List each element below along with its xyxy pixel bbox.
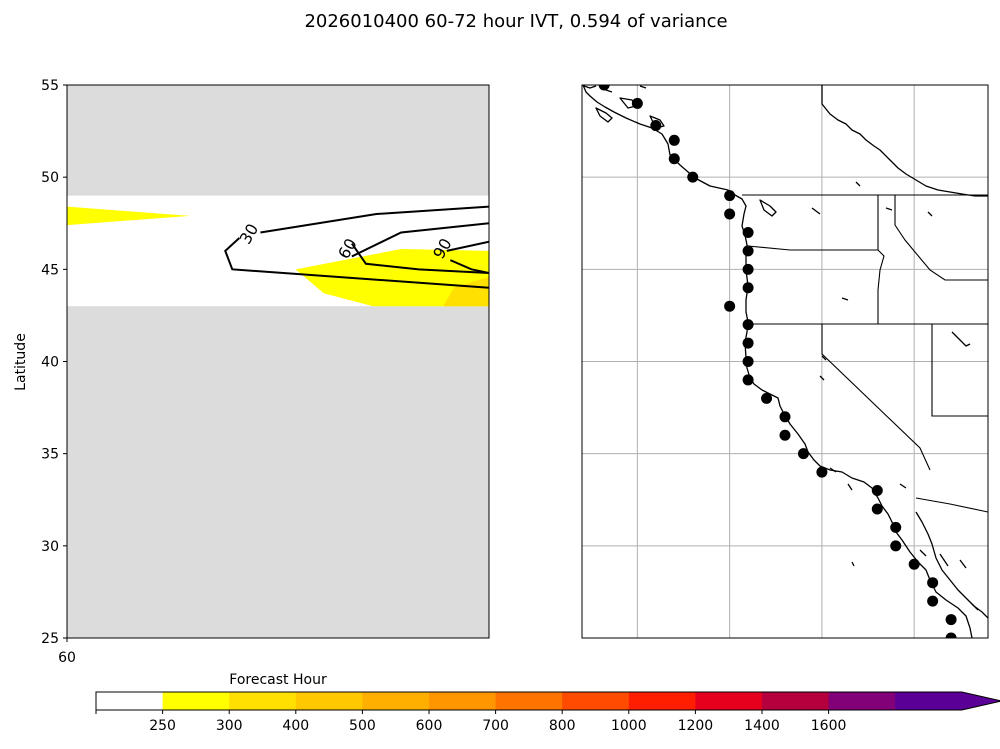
point-marker [871,503,883,515]
filled-region-2 [443,276,489,307]
point-marker [816,466,828,478]
colorbar-tick-label: 1200 [678,718,714,734]
colorbar-tick-label: 1400 [744,718,780,734]
point-marker [945,632,957,638]
point-marker [650,120,662,132]
colorbar-cell-12 [895,692,963,710]
figure-title: 2026010400 60-72 hour IVT, 0.594 of vari… [304,11,727,32]
colorbar-cell-5 [429,692,497,710]
no-data-background [67,85,489,638]
y-tick-label: 50 [41,170,59,186]
map-gridlines [582,85,988,638]
point-marker [927,577,939,589]
point-marker [724,300,736,312]
coastline-islands [583,85,979,611]
colorbar-cell-11 [828,692,896,710]
point-marker [761,392,773,404]
colorbar-tick-label: 500 [349,718,376,734]
point-marker [724,190,736,202]
state-borders [742,194,988,513]
y-tick-label: 45 [41,262,59,278]
point-marker [631,97,643,109]
colorbar-ticks: 250 300 400 500 600 700 800 1000 1200 1400 1600 [95,710,847,734]
point-marker [890,540,902,552]
y-tick-label: 55 [41,78,59,94]
contour-line-0 [260,205,489,234]
map-frame [581,84,989,639]
point-marker [779,411,791,423]
point-marker [742,263,754,275]
colorbar-extend-arrow [961,692,1000,710]
filled-contours [67,206,489,307]
colorbar-cell-6 [495,692,563,710]
y-axis-label: Latitude [13,333,29,391]
point-markers [598,85,957,638]
contour-line-2 [351,222,489,258]
colorbar-tick-label: 800 [549,718,576,734]
x-tick-label: 60 [58,650,76,666]
point-marker [890,521,902,533]
left-x-ticks: 60 [58,638,76,666]
point-marker [598,85,610,91]
filled-region-1 [295,249,489,307]
point-marker [668,153,680,165]
contour-line-3 [351,242,489,275]
y-tick-label: 35 [41,447,59,463]
point-marker [742,245,754,257]
colorbar-cell-8 [628,692,696,710]
colorbar-label: Forecast Hour [229,672,327,688]
colorbar-cell-2 [229,692,297,710]
contour-line-4 [446,240,489,252]
colorbar-cell-7 [562,692,630,710]
y-tick-label: 30 [41,539,59,555]
border-nv-ut [931,324,988,417]
coastline-inland [821,85,988,197]
colorbar-tick-label: 700 [482,718,509,734]
y-tick-label: 40 [41,355,59,371]
colorbar-tick-label: 1000 [611,718,647,734]
colorbar: Forecast Hour 250 300 400 500 600 700 800 1000 1… [95,672,1000,734]
colorbar-cell-4 [362,692,430,710]
point-marker [742,282,754,294]
y-tick-label: 25 [41,631,59,647]
point-marker [668,134,680,146]
border-id-mt [894,195,988,281]
colorbar-cell-0 [96,692,164,710]
border-nv [821,324,931,471]
map-panel [581,84,989,639]
point-marker [742,226,754,238]
colorbar-cell-3 [295,692,363,710]
colorbar-tick-label: 600 [416,718,443,734]
point-marker [871,485,883,497]
border-us-mx [915,497,988,513]
border-wa-or [747,245,885,324]
colorbar-tick-label: 250 [149,718,176,734]
point-marker [687,171,699,183]
contour-line-5 [449,259,489,274]
point-marker [779,429,791,441]
colorbar-cell-9 [695,692,763,710]
left-y-ticks: 25 30 35 40 45 50 55 [41,78,67,647]
point-marker [908,558,920,570]
point-marker [797,448,809,460]
point-marker [742,356,754,367]
colorbar-outline [95,691,1000,711]
point-marker [742,337,754,349]
colorbar-cell-10 [762,692,830,710]
point-marker [945,614,957,626]
point-marker [742,374,754,386]
colorbar-tick-label: 400 [282,718,309,734]
colorbar-cell-1 [162,692,230,710]
point-marker [724,208,736,220]
coastline-gulf [915,511,988,619]
contour-line-1 [224,237,489,289]
colorbar-tick-label: 1600 [811,718,847,734]
colorbar-cells [95,691,1000,711]
filled-region-0 [67,206,191,226]
point-marker [742,319,754,331]
point-marker [927,595,939,607]
colorbar-tick-label: 300 [216,718,243,734]
